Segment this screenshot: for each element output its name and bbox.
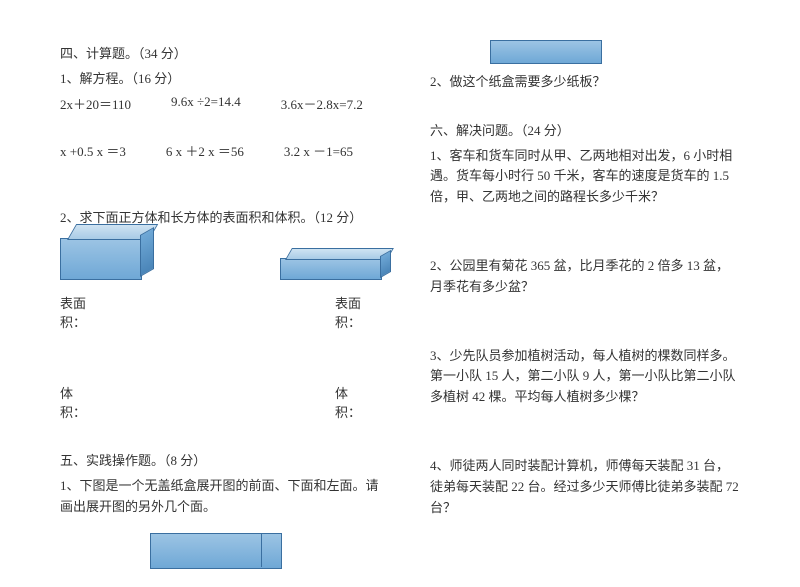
eq: 3.6x－2.8x=7.2 bbox=[281, 94, 363, 113]
eq: 6 x ＋2 x ＝56 bbox=[166, 141, 244, 160]
section-5-title: 五、实践操作题。（8 分） bbox=[60, 451, 380, 472]
q1-title: 1、解方程。（16 分） bbox=[60, 69, 380, 90]
p3: 3、少先队员参加植树活动，每人植树的棵数同样多。第一小队 15 人，第二小队 9… bbox=[430, 346, 740, 408]
cuboid-shape bbox=[280, 258, 380, 278]
eq: 2x＋20＝110 bbox=[60, 94, 131, 113]
surface-label-1: 表面积： bbox=[60, 293, 105, 331]
volume-label-2: 体 积： bbox=[335, 383, 380, 421]
eq: 3.2 x －1=65 bbox=[284, 141, 353, 160]
q5-2: 2、做这个纸盒需要多少纸板？ bbox=[430, 72, 740, 93]
unfold-shape bbox=[150, 533, 280, 567]
section-4-title: 四、计算题。（34 分） bbox=[60, 44, 380, 65]
top-right-box bbox=[490, 40, 740, 64]
p4: 4、师徒两人同时装配计算机，师傅每天装配 31 台，徒弟每天装配 22 台。经过… bbox=[430, 456, 740, 518]
surface-label-2: 表面积： bbox=[335, 293, 380, 331]
cube-shape bbox=[60, 238, 140, 278]
eq: x +0.5 x ＝3 bbox=[60, 141, 126, 160]
p1: 1、客车和货车同时从甲、乙两地相对出发，6 小时相遇。货车每小时行 50 千米，… bbox=[430, 146, 740, 208]
p2: 2、公园里有菊花 365 盆，比月季花的 2 倍多 13 盆，月季花有多少盆？ bbox=[430, 256, 740, 298]
eq-row-1: 2x＋20＝110 9.6x ÷2=14.4 3.6x－2.8x=7.2 bbox=[60, 94, 380, 113]
eq-row-2: x +0.5 x ＝3 6 x ＋2 x ＝56 3.2 x －1=65 bbox=[60, 141, 380, 160]
eq: 9.6x ÷2=14.4 bbox=[171, 94, 241, 113]
section-6-title: 六、解决问题。（24 分） bbox=[430, 121, 740, 142]
q5-1: 1、下图是一个无盖纸盒展开图的前面、下面和左面。请画出展开图的另外几个面。 bbox=[60, 476, 380, 518]
volume-label-1: 体 积： bbox=[60, 383, 105, 421]
